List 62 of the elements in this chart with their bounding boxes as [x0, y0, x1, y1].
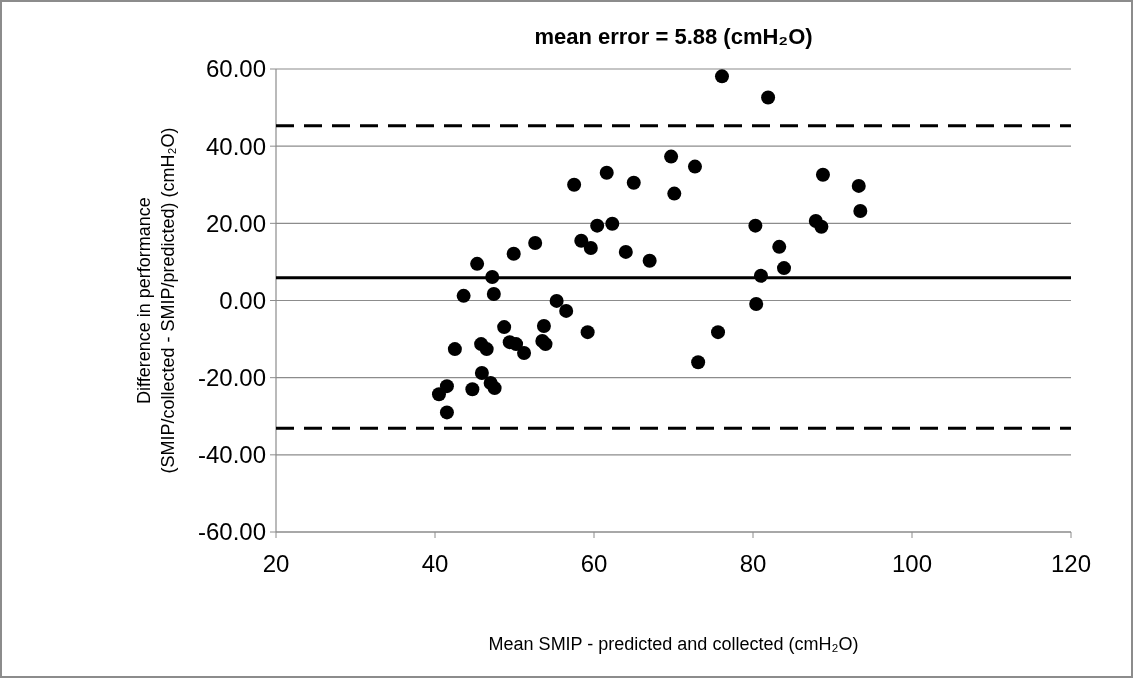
point — [465, 382, 480, 397]
y-axis-title: Difference in performance (SMIP/collected - SMIP/predicted) (cmH₂O) — [134, 127, 178, 474]
point — [528, 236, 543, 251]
y-tick-label: -20.00 — [197, 364, 266, 392]
point — [851, 178, 866, 193]
chart-title: mean error = 5.88 (cmH₂O) — [534, 24, 813, 49]
point — [497, 320, 512, 335]
point — [664, 149, 679, 164]
point — [590, 218, 605, 233]
point — [777, 261, 792, 276]
point — [580, 325, 595, 340]
point — [814, 219, 829, 234]
point — [567, 177, 582, 192]
point — [626, 175, 641, 190]
point — [431, 387, 446, 402]
x-axis-title: Mean SMIP - predicted and collected (cmH₂O) — [488, 634, 859, 654]
point — [599, 165, 614, 180]
y-tick-label: 0.00 — [219, 286, 266, 314]
point — [749, 296, 764, 311]
y-tick-label: -40.00 — [197, 441, 266, 469]
point — [642, 253, 657, 268]
y-tick-label: 20.00 — [205, 209, 266, 237]
point — [618, 244, 633, 259]
point — [517, 345, 532, 360]
y-tick-label: 40.00 — [205, 132, 266, 160]
y-tick-label: 60.00 — [205, 55, 266, 83]
point — [761, 90, 776, 105]
point — [772, 239, 787, 254]
point — [691, 355, 706, 370]
x-tick-label: 60 — [580, 550, 608, 577]
x-tick-label: 40 — [421, 550, 449, 577]
point — [439, 405, 454, 420]
point — [559, 303, 574, 318]
point — [815, 167, 830, 182]
point — [715, 69, 729, 84]
point — [479, 342, 494, 357]
point — [486, 286, 501, 301]
point — [536, 318, 551, 333]
x-tick-label: 20 — [262, 550, 290, 577]
point — [487, 381, 502, 396]
point — [748, 218, 763, 233]
x-tick-label: 100 — [891, 550, 933, 577]
point — [439, 379, 454, 394]
point — [853, 203, 868, 218]
point — [574, 233, 589, 248]
point — [456, 288, 471, 303]
point — [711, 325, 726, 340]
point — [583, 241, 598, 256]
point — [687, 159, 702, 174]
point — [605, 216, 620, 231]
point — [753, 268, 768, 283]
point — [470, 256, 485, 271]
y-tick-label: -60.00 — [197, 518, 266, 546]
point — [549, 293, 564, 308]
point — [509, 337, 524, 352]
point — [447, 342, 462, 357]
x-tick-label: 80 — [739, 550, 767, 577]
point — [506, 246, 521, 261]
x-tick-label: 120 — [1050, 550, 1092, 577]
point — [485, 269, 500, 284]
point — [474, 366, 489, 381]
point — [667, 186, 682, 201]
